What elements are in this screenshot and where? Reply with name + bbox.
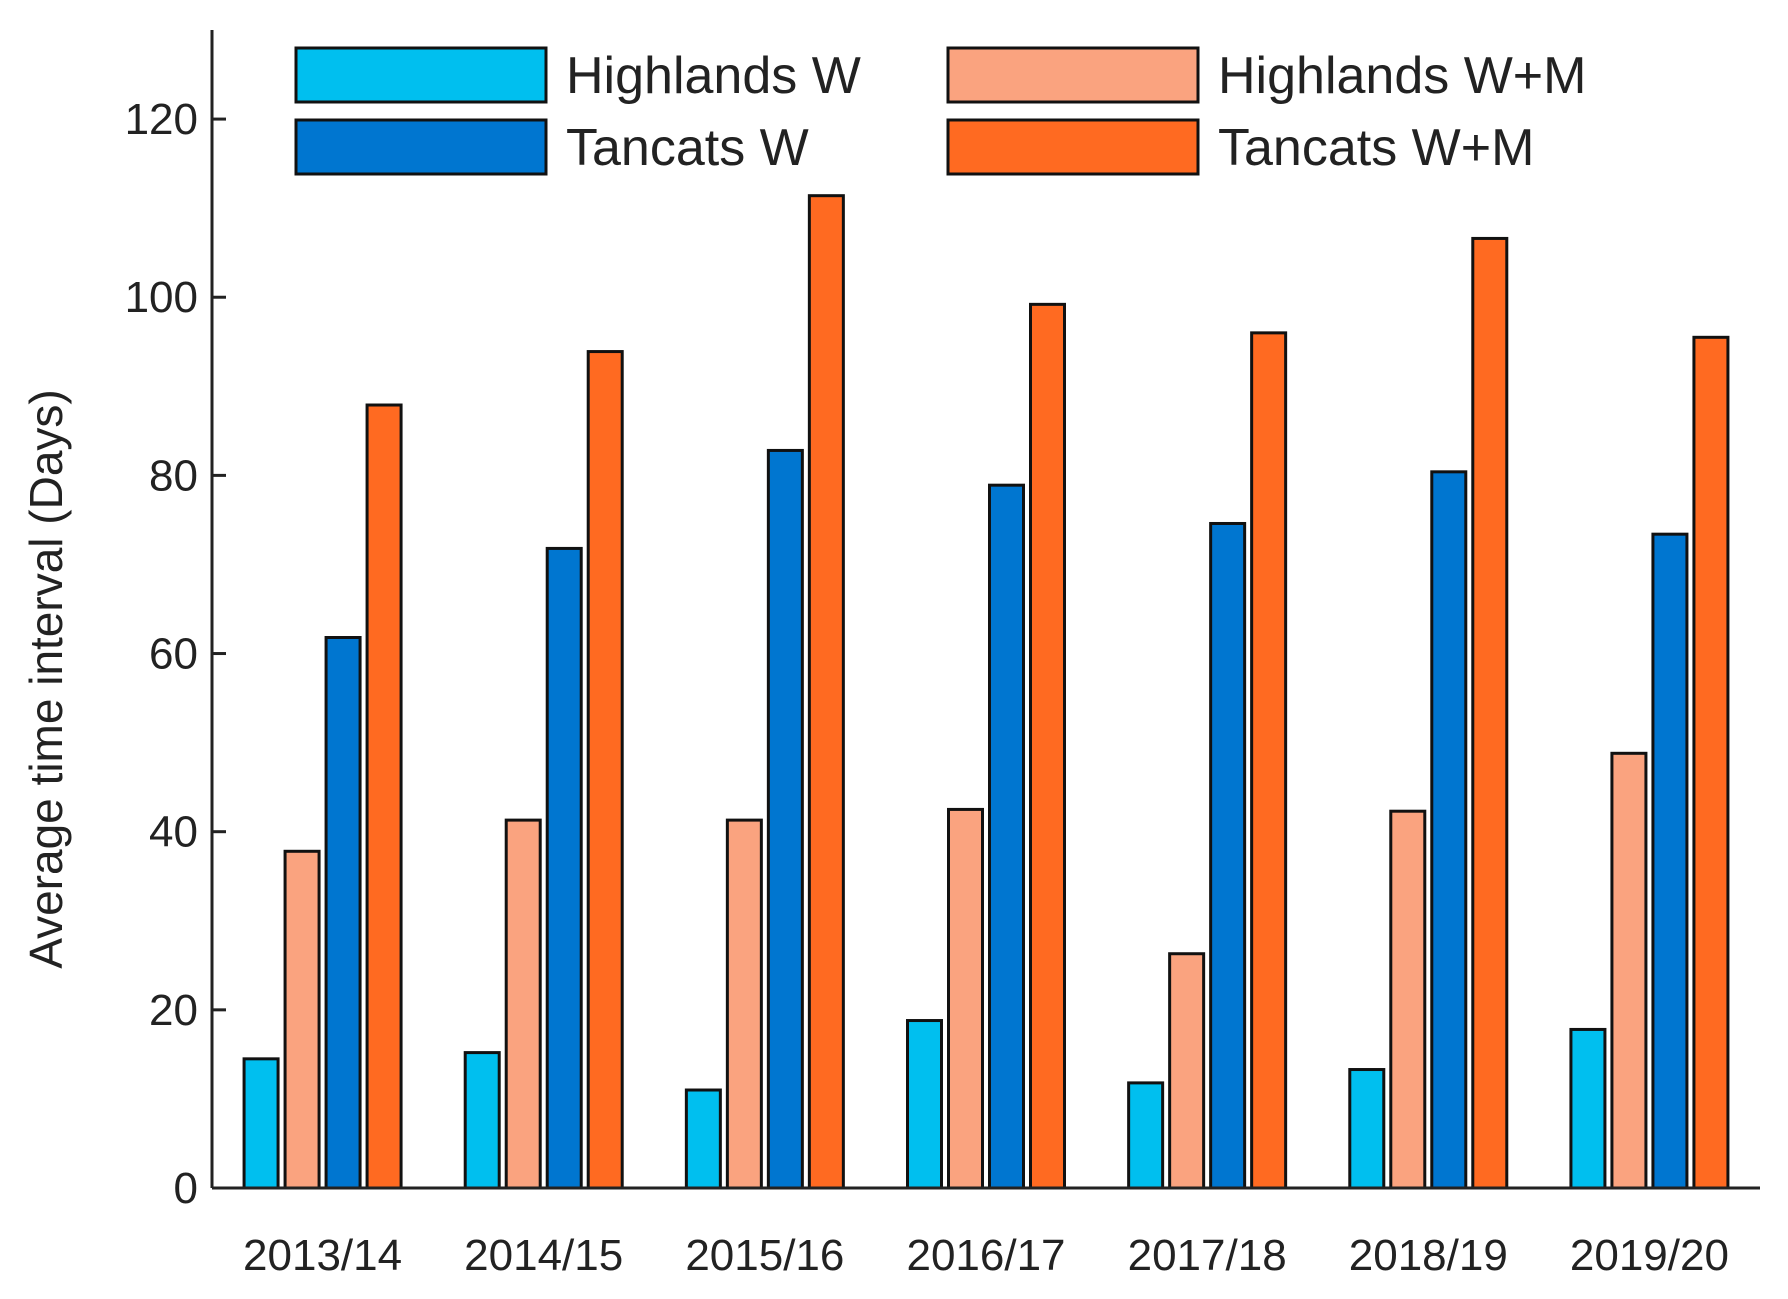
legend-swatch-tancats-w [294, 118, 548, 176]
bar-highlands-w-m-2019-20 [1610, 751, 1648, 1190]
bar-tancats-w-2018-19 [1430, 470, 1468, 1190]
x-tick-label: 2014/15 [464, 1231, 623, 1280]
bar-tancats-w-m-2014-15 [586, 350, 624, 1190]
bar-highlands-w-m-2015-16 [725, 818, 763, 1190]
legend: Highlands W Highlands W+M Tancats W Tancats… [294, 46, 1586, 177]
bar-tancats-w-m-2019-20 [1692, 335, 1730, 1190]
bar-tancats-w-m-2018-19 [1471, 236, 1509, 1190]
legend-swatch-tancats-w-m [946, 118, 1200, 176]
bar-highlands-w-2015-16 [684, 1088, 722, 1190]
bar-tancats-w-2013-14 [324, 636, 362, 1190]
y-tick-label: 80 [149, 451, 198, 500]
bar-highlands-w-2017-18 [1127, 1081, 1165, 1190]
bar-tancats-w-2014-15 [545, 546, 583, 1190]
y-tick-label: 40 [149, 808, 198, 857]
bar-tancats-w-m-2016-17 [1029, 302, 1066, 1190]
x-tick-label: 2018/19 [1349, 1231, 1508, 1280]
bar-tancats-w-m-2013-14 [365, 403, 403, 1190]
y-tick-label: 120 [125, 95, 198, 144]
y-tick-label: 0 [174, 1164, 198, 1213]
x-tick-label: 2013/14 [243, 1231, 402, 1280]
x-tick-label: 2019/20 [1570, 1231, 1729, 1280]
bar-highlands-w-m-2018-19 [1389, 809, 1427, 1190]
y-tick-label: 20 [149, 986, 198, 1035]
y-tick-label: 100 [125, 273, 198, 322]
legend-label: Tancats W+M [1218, 119, 1534, 177]
bar-highlands-w-2019-20 [1569, 1027, 1607, 1190]
bar-tancats-w-2016-17 [988, 483, 1025, 1190]
bar-highlands-w-m-2016-17 [947, 807, 984, 1190]
bar-highlands-w-m-2013-14 [283, 849, 321, 1190]
legend-label: Highlands W+M [1218, 47, 1586, 105]
bar-tancats-w-m-2017-18 [1250, 331, 1288, 1190]
y-ticks: 0 20 40 60 80 100 120 [125, 95, 226, 1213]
bar-highlands-w-2018-19 [1348, 1068, 1386, 1190]
x-tick-label: 2015/16 [685, 1231, 844, 1280]
bar-highlands-w-2013-14 [242, 1057, 280, 1190]
bar-highlands-w-m-2014-15 [504, 818, 542, 1190]
legend-label: Tancats W [566, 119, 809, 177]
bars-layer [242, 194, 1730, 1190]
y-axis-title: Average time interval (Days) [20, 389, 72, 968]
bar-tancats-w-2019-20 [1651, 532, 1689, 1190]
bar-tancats-w-m-2015-16 [807, 194, 845, 1190]
legend-swatch-highlands-w [294, 46, 548, 104]
x-tick-label: 2017/18 [1128, 1231, 1287, 1280]
x-ticks: 2013/14 2014/15 2015/16 2016/17 2017/18 2018/… [243, 1231, 1729, 1280]
x-tick-label: 2016/17 [906, 1231, 1065, 1280]
legend-label: Highlands W [566, 47, 861, 105]
legend-swatch-highlands-w-m [946, 46, 1200, 104]
bar-tancats-w-2017-18 [1209, 521, 1247, 1190]
axes-layer [210, 30, 1760, 1190]
bar-highlands-w-2016-17 [906, 1019, 943, 1190]
bar-tancats-w-2015-16 [766, 448, 804, 1190]
bar-highlands-w-2014-15 [463, 1051, 501, 1190]
y-tick-label: 60 [149, 630, 198, 679]
bar-highlands-w-m-2017-18 [1168, 952, 1206, 1190]
